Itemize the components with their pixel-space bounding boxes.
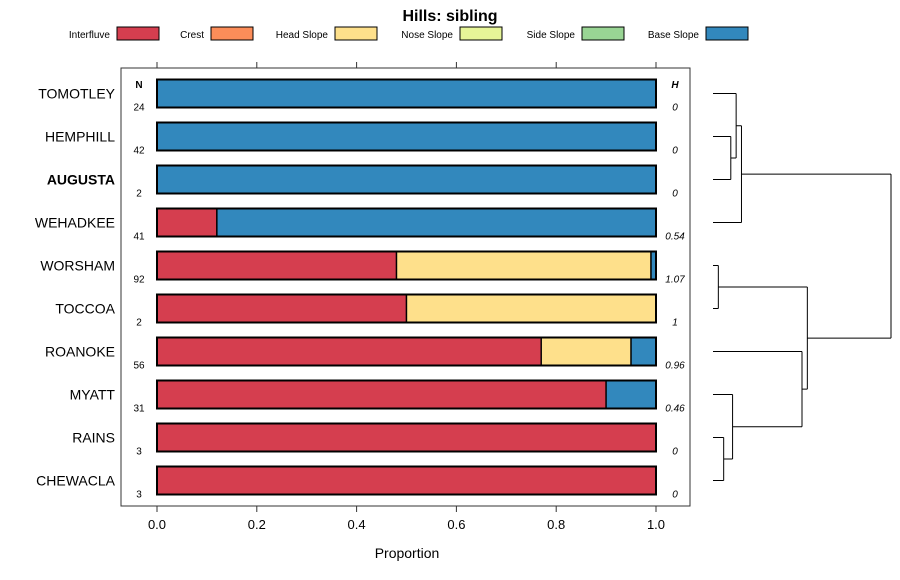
h-label-worsham: 1.07 (665, 275, 685, 286)
x-axis: 0.0 0.2 0.4 0.6 0.8 1.0 (148, 62, 665, 532)
bar-outline-worsham (156, 250, 657, 281)
bar-worsham-interfluve (156, 250, 398, 281)
category-label-myatt: MYATT (70, 387, 116, 403)
bar-wehadkee-interfluve (156, 207, 218, 238)
n-column-header: N (135, 80, 142, 91)
n-label-myatt: 31 (133, 404, 145, 415)
h-label-augusta: 0 (672, 189, 678, 200)
n-label-toccoa: 2 (136, 318, 142, 329)
bar-outline-wehadkee (156, 207, 657, 238)
bar-roanoke-base-slope (630, 336, 657, 367)
bar-roanoke-interfluve (156, 336, 542, 367)
x-axis-title: Proportion (375, 545, 440, 561)
bar-chewacla-interfluve (156, 465, 657, 496)
legend-label-interfluve: Interfluve (69, 30, 111, 41)
h-label-wehadkee: 0.54 (665, 232, 685, 243)
bar-outline-rains (156, 422, 657, 453)
h-label-rains: 0 (672, 447, 678, 458)
n-label-wehadkee: 41 (133, 232, 145, 243)
bar-outline-chewacla (156, 465, 657, 496)
legend-label-base-slope: Base Slope (648, 30, 700, 41)
category-label-wehadkee: WEHADKEE (35, 215, 115, 231)
x-tick-label: 0.6 (447, 517, 465, 532)
bar-wehadkee-base-slope (216, 207, 657, 238)
category-label-roanoke: ROANOKE (45, 344, 115, 360)
legend-label-crest: Crest (180, 30, 204, 41)
dendrogram (713, 93, 892, 481)
n-label-augusta: 2 (136, 189, 142, 200)
plot-frame (120, 67, 691, 507)
x-tick-label: 0.0 (148, 517, 166, 532)
category-label-worsham: WORSHAM (40, 258, 115, 274)
n-labels: 24 42 2 41 92 2 56 31 3 3 (133, 103, 145, 501)
h-label-myatt: 0.46 (665, 404, 685, 415)
x-tick-label: 0.4 (348, 517, 366, 532)
bar-outline-tomotley (156, 78, 657, 109)
bar-outline-roanoke (156, 336, 657, 367)
n-label-tomotley: 24 (133, 103, 145, 114)
legend-swatch-nose-slope (459, 26, 503, 41)
category-label-rains: RAINS (72, 430, 115, 446)
legend-swatch-head-slope (334, 26, 378, 41)
h-label-toccoa: 1 (672, 318, 678, 329)
bars-layer (156, 78, 657, 496)
legend-swatch-interfluve (116, 26, 160, 41)
h-label-roanoke: 0.96 (665, 361, 685, 372)
legend-label-head-slope: Head Slope (276, 30, 329, 41)
category-label-hemphill: HEMPHILL (45, 129, 115, 145)
bar-tomotley-base-slope (156, 78, 657, 109)
bar-outline-myatt (156, 379, 657, 410)
h-column-header: H (671, 80, 679, 91)
legend-swatch-side-slope (581, 26, 625, 41)
bar-myatt-base-slope (605, 379, 657, 410)
category-label-toccoa: TOCCOA (55, 301, 115, 317)
x-tick-label: 0.2 (248, 517, 266, 532)
bar-outline-hemphill (156, 121, 657, 152)
n-label-hemphill: 42 (133, 146, 145, 157)
h-label-chewacla: 0 (672, 490, 678, 501)
legend-swatch-base-slope (705, 26, 749, 41)
category-label-chewacla: CHEWACLA (36, 473, 115, 489)
bar-myatt-interfluve (156, 379, 607, 410)
h-labels: 0 0 0 0.54 1.07 1 0.96 0.46 0 0 (665, 103, 685, 501)
bar-roanoke-head-slope (540, 336, 632, 367)
n-label-worsham: 92 (133, 275, 145, 286)
legend-swatch-crest (210, 26, 254, 41)
n-label-roanoke: 56 (133, 361, 145, 372)
n-label-chewacla: 3 (136, 490, 142, 501)
h-label-hemphill: 0 (672, 146, 678, 157)
bar-outline-toccoa (156, 293, 657, 324)
bar-toccoa-interfluve (156, 293, 408, 324)
bar-hemphill-base-slope (156, 121, 657, 152)
category-label-tomotley: TOMOTLEY (38, 86, 115, 102)
legend: Interfluve Crest Head Slope Nose Slope Side … (69, 26, 749, 41)
h-label-tomotley: 0 (672, 103, 678, 114)
category-label-augusta: AUGUSTA (47, 172, 115, 188)
bar-worsham-head-slope (395, 250, 652, 281)
n-label-rains: 3 (136, 447, 142, 458)
bar-augusta-base-slope (156, 164, 657, 195)
chart-title: Hills: sibling (402, 8, 497, 25)
bar-toccoa-head-slope (405, 293, 657, 324)
bar-rains-interfluve (156, 422, 657, 453)
bar-outline-augusta (156, 164, 657, 195)
category-labels: TOMOTLEY HEMPHILL AUGUSTA WEHADKEE WORSHAM TO… (35, 86, 116, 489)
x-tick-label: 0.8 (547, 517, 565, 532)
legend-label-nose-slope: Nose Slope (401, 30, 453, 41)
legend-label-side-slope: Side Slope (527, 30, 576, 41)
x-tick-label: 1.0 (647, 517, 665, 532)
